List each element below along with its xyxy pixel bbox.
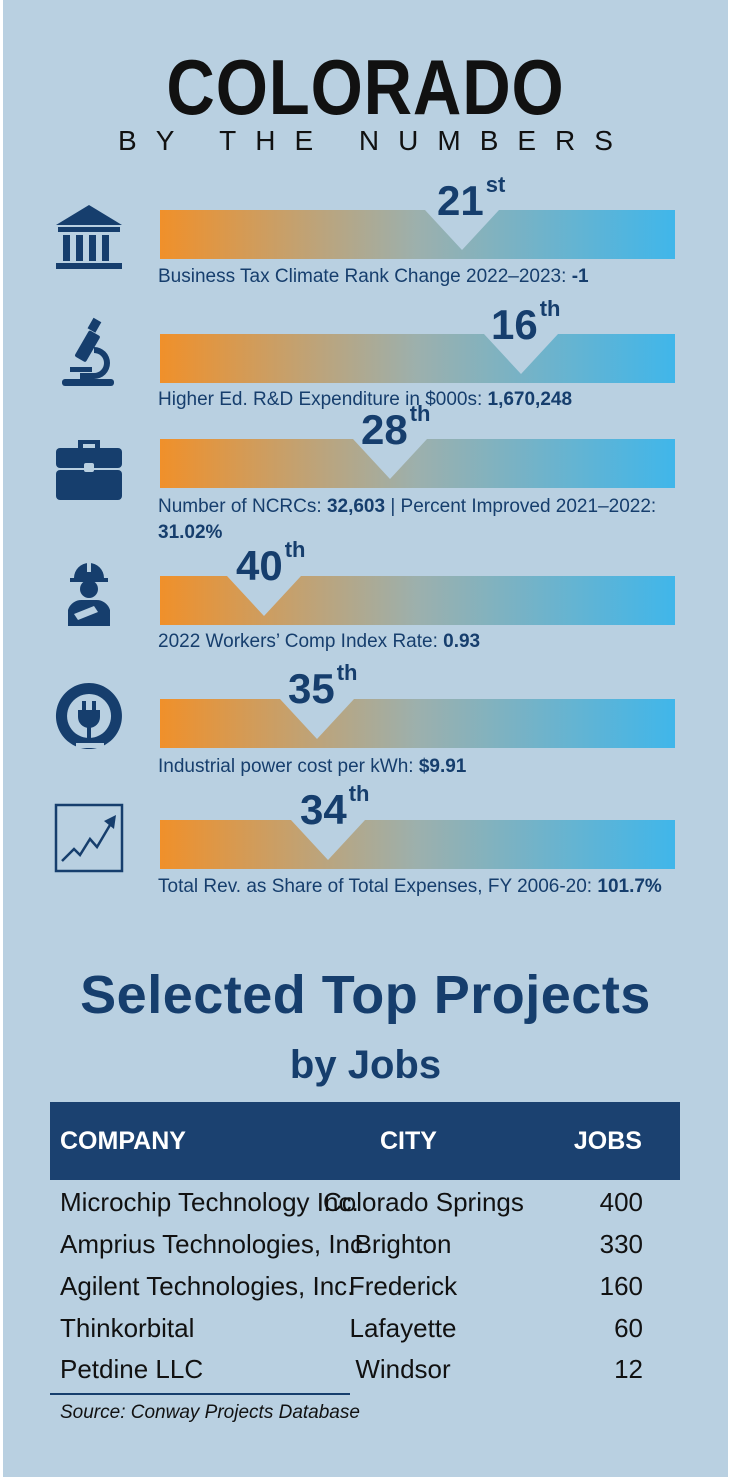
cell-jobs: 160 xyxy=(599,1271,643,1301)
rank-value: 34th xyxy=(300,781,370,833)
metric-caption: Number of NCRCs: 32,603 | Percent Improv… xyxy=(158,496,657,543)
page-title: COLORADO xyxy=(166,43,565,131)
metric-caption: Industrial power cost per kWh: $9.91 xyxy=(158,756,467,777)
metric-power-cost: 35th Industrial power cost per kWh: $9.9… xyxy=(0,660,731,777)
rank-bar xyxy=(160,699,675,748)
cell-city: Windsor xyxy=(355,1354,451,1384)
bank-building-icon xyxy=(50,197,128,275)
table-row: Agilent Technologies, Inc. Frederick 160 xyxy=(0,1271,731,1313)
source-divider xyxy=(50,1393,350,1395)
cell-city: Colorado Springs xyxy=(323,1187,524,1217)
metric-caption: 2022 Workers’ Comp Index Rate: 0.93 xyxy=(158,631,481,652)
microscope-icon xyxy=(50,313,128,391)
briefcase-icon xyxy=(50,426,128,504)
projects-subtitle: by Jobs xyxy=(289,1043,442,1087)
table-row: Petdine LLC Windsor 12 xyxy=(0,1354,731,1396)
table-header: COMPANY CITY JOBS xyxy=(50,1102,680,1180)
header-company: COMPANY xyxy=(60,1127,186,1155)
metric-caption: Total Rev. as Share of Total Expenses, F… xyxy=(158,876,662,897)
metric-tax-climate: 21st Business Tax Climate Rank Change 20… xyxy=(0,172,731,287)
page-subtitle: BY THE NUMBERS xyxy=(118,125,632,156)
rank-value: 16th xyxy=(491,296,561,348)
cell-company: Agilent Technologies, Inc. xyxy=(60,1271,355,1301)
rank-bar xyxy=(160,820,675,869)
rank-value: 21st xyxy=(437,172,506,224)
rank-value: 40th xyxy=(236,537,306,589)
metric-revenue-share: 34th Total Rev. as Share of Total Expens… xyxy=(0,781,731,897)
metric-caption: Business Tax Climate Rank Change 2022–20… xyxy=(158,266,589,287)
metric-ncrcs: 28th Number of NCRCs: 32,603 | Percent I… xyxy=(0,401,731,543)
cell-city: Frederick xyxy=(348,1271,458,1301)
rank-bar xyxy=(160,576,675,625)
table-row: Microchip Technology Inc. Colorado Sprin… xyxy=(0,1187,731,1229)
header-jobs: JOBS xyxy=(573,1127,642,1155)
rank-bar xyxy=(160,210,675,259)
metric-workers-comp: 40th 2022 Workers’ Comp Index Rate: 0.93 xyxy=(0,537,731,652)
table-row: Amprius Technologies, Inc. Brighton 330 xyxy=(0,1229,731,1271)
cell-jobs: 400 xyxy=(599,1187,643,1217)
projects-title: Selected Top Projects xyxy=(80,965,651,1025)
rank-bar xyxy=(160,334,675,383)
cell-jobs: 60 xyxy=(614,1313,643,1343)
header-city: CITY xyxy=(380,1127,437,1155)
cell-company: Petdine LLC xyxy=(60,1354,204,1384)
cell-jobs: 330 xyxy=(599,1229,643,1259)
cell-company: Thinkorbital xyxy=(60,1313,195,1343)
source-note: Source: Conway Projects Database xyxy=(60,1402,360,1423)
injured-worker-icon xyxy=(50,554,128,632)
rank-value: 28th xyxy=(361,401,431,453)
cell-city: Brighton xyxy=(354,1229,452,1259)
cell-jobs: 12 xyxy=(614,1354,643,1384)
rank-bar xyxy=(160,439,675,488)
metric-rd-expenditure: 16th Higher Ed. R&D Expenditure in $000s… xyxy=(0,296,731,410)
table-row: Thinkorbital Lafayette 60 xyxy=(0,1313,731,1355)
trend-chart-icon xyxy=(50,799,128,877)
cell-company: Microchip Technology Inc. xyxy=(60,1187,359,1217)
cell-company: Amprius Technologies, Inc. xyxy=(60,1229,371,1259)
cell-city: Lafayette xyxy=(349,1313,457,1343)
metric-caption: Higher Ed. R&D Expenditure in $000s: 1,6… xyxy=(158,389,573,410)
power-plug-icon xyxy=(50,677,128,755)
rank-value: 35th xyxy=(288,660,358,712)
